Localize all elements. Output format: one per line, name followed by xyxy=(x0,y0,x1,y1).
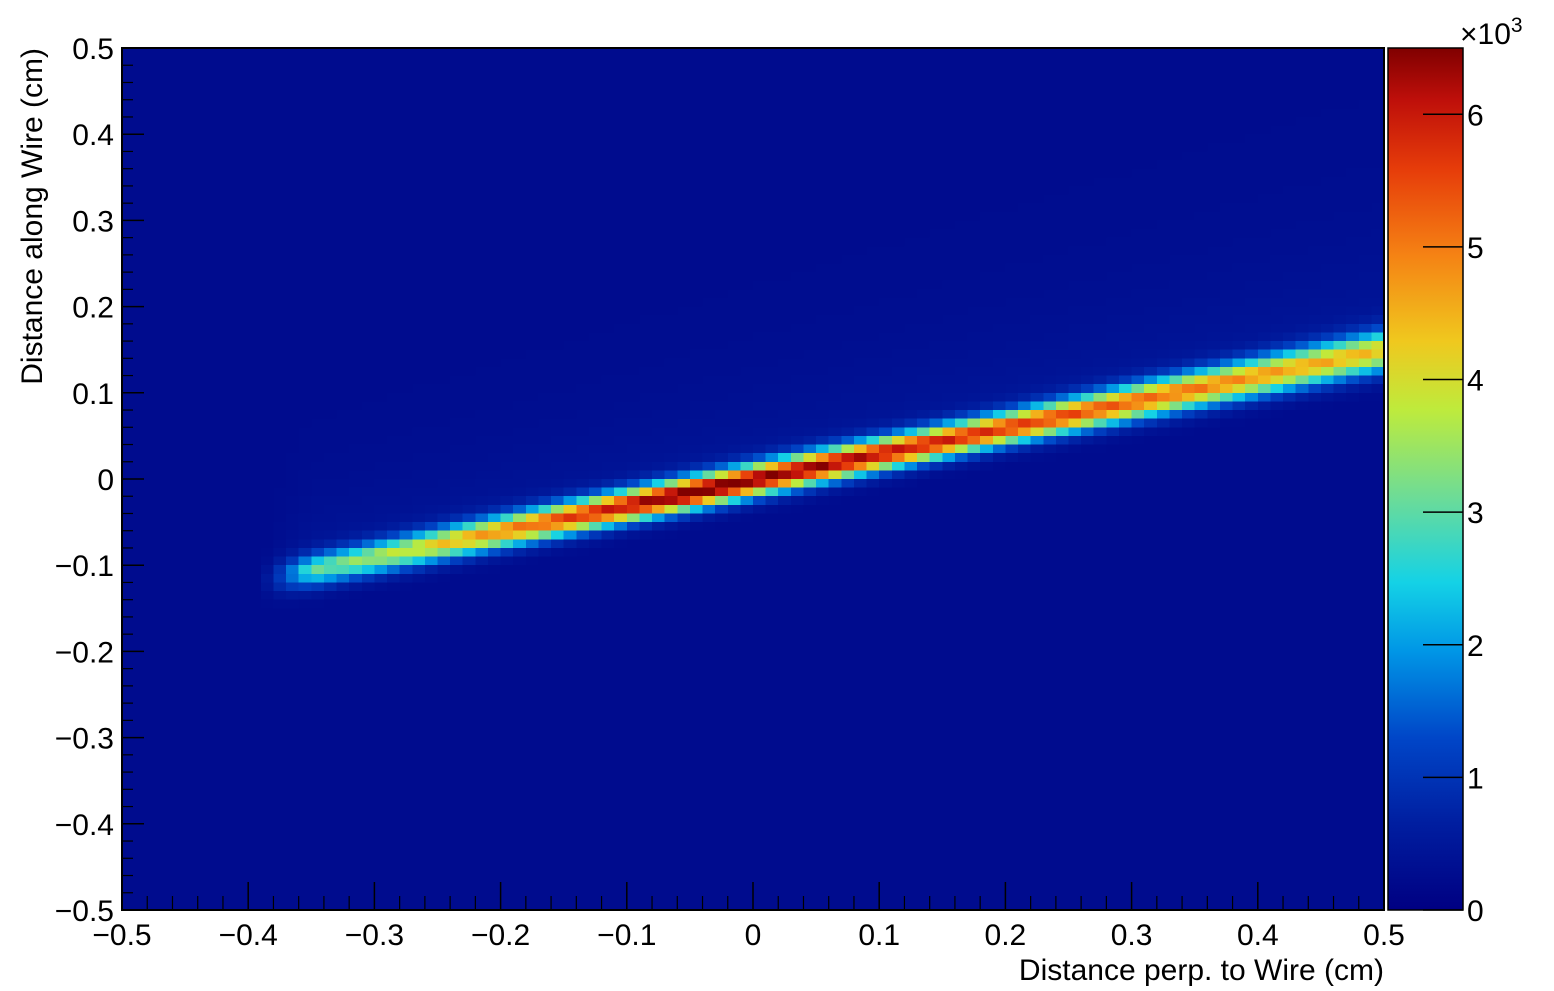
color-scale-multiplier: ×103 xyxy=(1460,14,1523,51)
y-tick-label: −0.2 xyxy=(55,636,114,669)
y-axis: −0.5 −0.4 −0.3 −0.2 −0.1 0 0.1 0.2 0.3 0.4 0.5 xyxy=(55,33,144,928)
x-tick-label: −0.3 xyxy=(345,919,404,952)
color-scale-bar xyxy=(1388,48,1463,910)
y-tick-label: 0 xyxy=(97,464,114,497)
x-tick-label: 0.5 xyxy=(1363,919,1405,952)
x-tick-label: 0 xyxy=(745,919,762,952)
x-tick-label: −0.5 xyxy=(92,919,151,952)
x-tick-label: −0.2 xyxy=(471,919,530,952)
y-tick-label: −0.1 xyxy=(55,550,114,583)
x-axis: −0.5 −0.4 −0.3 −0.2 −0.1 0 0.1 0.2 0.3 0.4 0.5 xyxy=(92,882,1405,952)
z-tick-label: 0 xyxy=(1467,895,1484,928)
x-tick-label: 0.2 xyxy=(985,919,1027,952)
y-tick-label: 0.1 xyxy=(72,378,114,411)
z-tick-label: 2 xyxy=(1467,630,1484,663)
y-tick-label: −0.4 xyxy=(55,809,114,842)
y-tick-label: 0.5 xyxy=(72,33,114,66)
x-tick-label: −0.1 xyxy=(597,919,656,952)
z-tick-label: 5 xyxy=(1467,232,1484,265)
heatmap-bins xyxy=(122,48,1384,910)
z-tick-label: 3 xyxy=(1467,497,1484,530)
z-tick-label: 1 xyxy=(1467,762,1484,795)
x-axis-title: Distance perp. to Wire (cm) xyxy=(1019,954,1384,987)
x-tick-label: 0.4 xyxy=(1237,919,1279,952)
y-tick-label: 0.3 xyxy=(72,205,114,238)
z-tick-label: 6 xyxy=(1467,99,1484,132)
x-tick-label: 0.3 xyxy=(1111,919,1153,952)
y-tick-label: −0.5 xyxy=(55,895,114,928)
y-tick-label: 0.2 xyxy=(72,292,114,325)
x-tick-label: −0.4 xyxy=(219,919,278,952)
y-tick-label: 0.4 xyxy=(72,119,114,152)
color-scale-axis: 0 1 2 3 4 5 6 xyxy=(1423,99,1484,928)
y-axis-title: Distance along Wire (cm) xyxy=(16,48,49,385)
z-tick-label: 4 xyxy=(1467,365,1484,398)
x-tick-label: 0.1 xyxy=(858,919,900,952)
heatmap-image xyxy=(122,48,1384,910)
y-tick-label: −0.3 xyxy=(55,723,114,756)
